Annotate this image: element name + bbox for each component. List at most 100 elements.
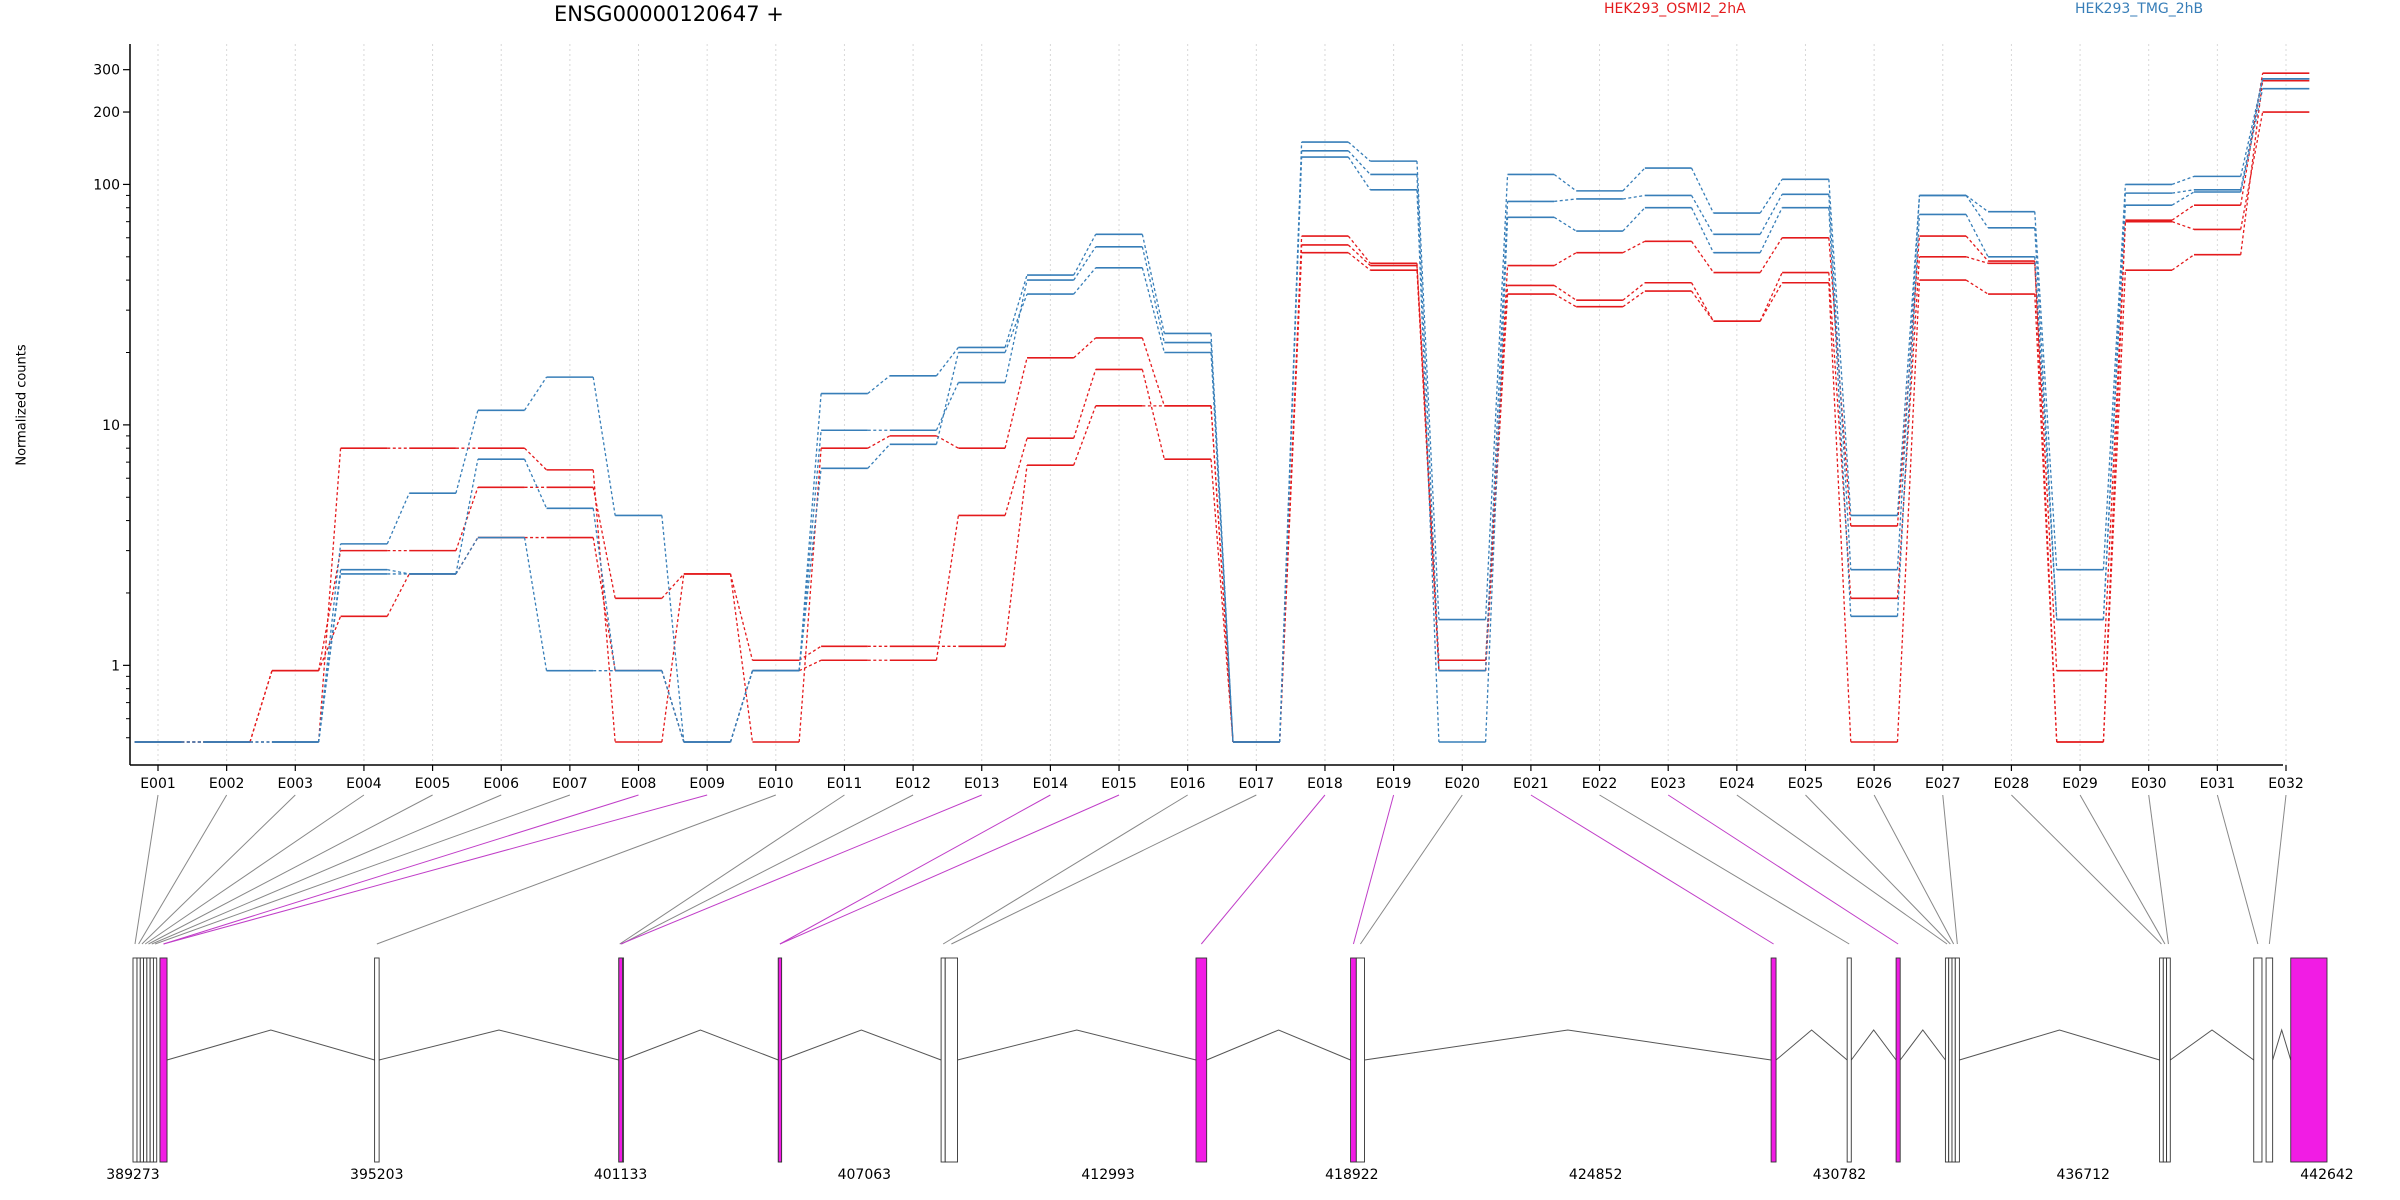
x-tick-label-E004: E004: [346, 776, 382, 792]
exon-box-E029: [2162, 957, 2168, 1163]
series-4-connector: [1073, 234, 1097, 276]
series-4-connector: [1690, 167, 1715, 214]
x-tick-label-E005: E005: [415, 776, 451, 792]
intron-line: [1775, 1029, 1848, 1061]
exon-box-E032: [2265, 957, 2274, 1163]
intron-line: [166, 1029, 375, 1061]
series-6-connector: [1690, 207, 1715, 253]
y-tick-label: 300: [93, 63, 120, 79]
exon-link-E011: [619, 794, 845, 945]
y-tick-label: 100: [93, 177, 120, 193]
series-5-connector: [935, 382, 959, 431]
series-3-connector: [1347, 252, 1371, 271]
series-5-connector: [1484, 201, 1509, 671]
exon-box-E020: [1355, 957, 1365, 1163]
x-tick-label-E006: E006: [483, 776, 519, 792]
chart-title: ENSG00000120647 +: [554, 2, 784, 26]
x-tick-label-E014: E014: [1033, 776, 1069, 792]
series-3-connector: [1896, 280, 1921, 743]
y-axis: 1 10 100 200 300: [93, 44, 131, 765]
series-5-connector: [2240, 78, 2264, 190]
x-tick-label-E027: E027: [1925, 776, 1961, 792]
series-3-connector: [1691, 290, 1715, 322]
series-2-connector: [729, 573, 754, 661]
coordinate-label: 401133: [594, 1167, 647, 1183]
intron-line: [1899, 1029, 1946, 1061]
series-2: [134, 111, 2310, 743]
exon-link-E014: [779, 794, 1051, 945]
coordinate-label: 436712: [2056, 1167, 2109, 1183]
series-3-connector: [386, 573, 410, 617]
series-5-connector: [1965, 195, 1989, 229]
coordinate-label: 424852: [1569, 1167, 1622, 1183]
series-5-connector: [455, 459, 479, 575]
series-3-connector: [1279, 252, 1303, 743]
series-4-connector: [1416, 161, 1440, 620]
exon-link-E023: [1667, 794, 1899, 945]
series-2-connector: [1690, 282, 1715, 322]
series-2-connector: [2034, 263, 2058, 671]
x-tick-label-E003: E003: [278, 776, 314, 792]
exon-box-E003: [139, 957, 145, 1163]
x-tick-label-E009: E009: [689, 776, 725, 792]
series-6-connector: [317, 573, 342, 743]
coordinate-label: 395203: [350, 1167, 403, 1183]
series-3-connector: [1965, 279, 1989, 295]
exon-link-E022: [1599, 794, 1850, 945]
exon-link-E019: [1352, 794, 1395, 945]
series-4-connector: [661, 515, 685, 743]
gene-model: [132, 957, 2328, 1163]
y-tick-label: 10: [102, 418, 120, 434]
intron-line: [1206, 1029, 1351, 1061]
series-5-connector: [1141, 246, 1165, 343]
series-5-connector: [1896, 195, 1921, 570]
x-tick-label-E018: E018: [1307, 776, 1343, 792]
x-tick-label-E016: E016: [1170, 776, 1206, 792]
series-6-connector: [523, 537, 548, 671]
series-4-connector: [1484, 174, 1509, 620]
exon-box-E018: [1195, 957, 1208, 1163]
series-5-connector: [592, 508, 616, 671]
series-5-connector: [1004, 279, 1028, 383]
series-6-connector: [867, 443, 891, 469]
series-2-connector: [2102, 221, 2127, 671]
series-5-connector: [1828, 194, 1852, 570]
series-3-connector: [935, 515, 960, 661]
exon-box-E001: [132, 957, 138, 1163]
exon-box-E030: [2166, 957, 2171, 1163]
exon-box-E010: [374, 957, 380, 1163]
series-6-connector: [661, 670, 685, 743]
series-2-connector: [2171, 221, 2195, 231]
series-6-connector: [1896, 214, 1921, 617]
series-1-connector: [936, 435, 959, 449]
series-lines: [134, 72, 2310, 743]
x-tick-label-E021: E021: [1513, 776, 1549, 792]
intron-line: [2169, 1029, 2255, 1061]
series-5-connector: [523, 458, 548, 509]
x-tick-label-E012: E012: [895, 776, 931, 792]
exon-box-E017: [944, 957, 958, 1163]
series-4-connector: [1759, 178, 1783, 214]
x-tick-label-E010: E010: [758, 776, 794, 792]
exon-box-E025: [1948, 957, 1953, 1163]
x-tick-label-E020: E020: [1444, 776, 1480, 792]
series-6-connector: [1073, 267, 1097, 295]
series-6-connector: [1553, 216, 1577, 232]
exon-link-E008: [163, 794, 639, 945]
series-5-connector: [2171, 189, 2195, 194]
series-1-connector: [2171, 204, 2195, 221]
series-1-connector: [1347, 235, 1371, 264]
series-2-connector: [592, 487, 616, 599]
series-4-connector: [1141, 234, 1165, 334]
series-5-connector: [1073, 246, 1097, 281]
series-3-connector: [1759, 282, 1783, 322]
y-tick-label: 1: [111, 658, 120, 674]
series-2-connector: [1965, 256, 1989, 264]
series-6-connector: [1759, 207, 1783, 253]
exon-link-E028: [2011, 794, 2162, 945]
series-3-connector: [2034, 294, 2058, 743]
series-5-connector: [1690, 195, 1715, 235]
exon-link-E004: [144, 794, 365, 945]
x-tick-label-E023: E023: [1650, 776, 1686, 792]
